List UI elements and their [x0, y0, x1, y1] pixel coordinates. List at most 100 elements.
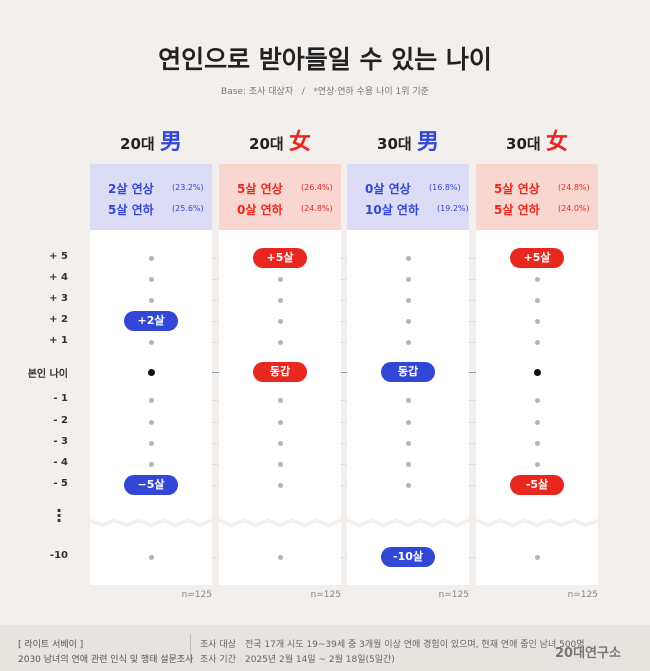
dot — [277, 419, 283, 425]
row-label: + 5 — [49, 251, 68, 262]
period: 2025년 2월 14일 ~ 2월 18일(5일간) — [245, 655, 395, 665]
age: 20대 — [249, 135, 289, 153]
logo: 20대연구소 — [555, 646, 621, 661]
dot — [534, 339, 540, 345]
grid-line — [90, 485, 598, 486]
row-label: - 3 — [53, 436, 68, 447]
footer-survey: 2030 남녀의 연애 관련 인식 및 행태 설문조사 — [18, 655, 194, 665]
answer-pill: 동갑 — [253, 362, 307, 382]
percent: (24.8%) — [558, 183, 590, 192]
result: 0살 연하 — [237, 203, 283, 217]
gender: 男 — [416, 130, 439, 155]
dot — [533, 368, 541, 376]
gender: 女 — [288, 130, 311, 155]
dot — [534, 461, 540, 467]
row-label: + 3 — [49, 293, 68, 304]
answer-pill: −5살 — [124, 475, 178, 495]
result: 10살 연하 — [365, 203, 419, 217]
dot — [534, 554, 540, 560]
dot — [148, 397, 154, 403]
result: 5살 연하 — [108, 203, 154, 217]
gender: 男 — [159, 130, 182, 155]
dot — [277, 461, 283, 467]
dot — [405, 397, 411, 403]
dot — [277, 554, 283, 560]
sample-size: n=125 — [438, 590, 469, 600]
dot — [405, 440, 411, 446]
dot — [534, 318, 540, 324]
grid-line — [90, 400, 598, 401]
result: 5살 연하 — [494, 203, 540, 217]
grid-line — [90, 300, 598, 301]
subtitle: Base: 조사 대상자 / *연상·연하 수용 나이 1위 기준 — [221, 87, 429, 97]
dot — [148, 276, 154, 282]
gender: 女 — [545, 130, 568, 155]
divider — [190, 634, 191, 664]
dot — [147, 368, 155, 376]
percent: (24.8%) — [301, 204, 333, 213]
title: 연인으로 받아들일 수 있는 나이 — [158, 45, 492, 74]
dot — [405, 276, 411, 282]
grid-line — [90, 557, 598, 558]
sample-size: n=125 — [181, 590, 212, 600]
header-box — [476, 164, 598, 230]
dot — [534, 419, 540, 425]
grid-line — [90, 321, 598, 322]
row-label: -10 — [49, 550, 68, 561]
dot — [405, 461, 411, 467]
row-label: - 2 — [53, 415, 68, 426]
column-head: 30대 女 — [476, 124, 598, 156]
target-label: 조사 대상 — [200, 640, 236, 650]
answer-pill: -10살 — [381, 547, 435, 567]
dot — [148, 297, 154, 303]
answer-pill: +2살 — [124, 311, 178, 331]
dot — [148, 339, 154, 345]
grid-line — [90, 279, 598, 280]
dot — [148, 440, 154, 446]
percent: (23.2%) — [172, 183, 204, 192]
row-label: + 2 — [49, 314, 68, 325]
dot — [534, 440, 540, 446]
dot — [148, 461, 154, 467]
row-label: + 1 — [49, 335, 68, 346]
footer-series: [ 라이트 서베이 ] — [18, 640, 84, 650]
row-label: - 1 — [53, 393, 68, 404]
result: 2살 연상 — [108, 182, 154, 196]
answer-pill: +5살 — [253, 248, 307, 268]
answer-pill: -5살 — [510, 475, 564, 495]
header-box — [219, 164, 341, 230]
header-box — [347, 164, 469, 230]
header-box — [90, 164, 212, 230]
dot — [148, 554, 154, 560]
dot — [277, 297, 283, 303]
percent: (25.6%) — [172, 204, 204, 213]
grid-line — [90, 258, 598, 259]
percent: (26.4%) — [301, 183, 333, 192]
dot — [405, 419, 411, 425]
target: 전국 17개 시도 19~39세 중 3개월 이상 연애 경험이 있으며, 현재… — [245, 640, 585, 650]
sample-size: n=125 — [310, 590, 341, 600]
result: 5살 연상 — [237, 182, 283, 196]
dot — [534, 276, 540, 282]
dot — [534, 297, 540, 303]
column-head: 20대 男 — [90, 124, 212, 156]
column-body — [476, 230, 598, 585]
column-body — [219, 230, 341, 585]
answer-pill: 동갑 — [381, 362, 435, 382]
sample-size: n=125 — [567, 590, 598, 600]
percent: (16.8%) — [429, 183, 461, 192]
dot — [277, 440, 283, 446]
row-label: - 5 — [53, 478, 68, 489]
age: 30대 — [377, 135, 417, 153]
dot — [277, 397, 283, 403]
dot — [148, 255, 154, 261]
result: 5살 연상 — [494, 182, 540, 196]
column-body — [347, 230, 469, 585]
column-body — [90, 230, 212, 585]
grid-line — [90, 342, 598, 343]
grid-line — [90, 422, 598, 423]
dot — [277, 276, 283, 282]
footer-band — [0, 625, 650, 671]
row-label: 본인 나이 — [27, 369, 68, 380]
